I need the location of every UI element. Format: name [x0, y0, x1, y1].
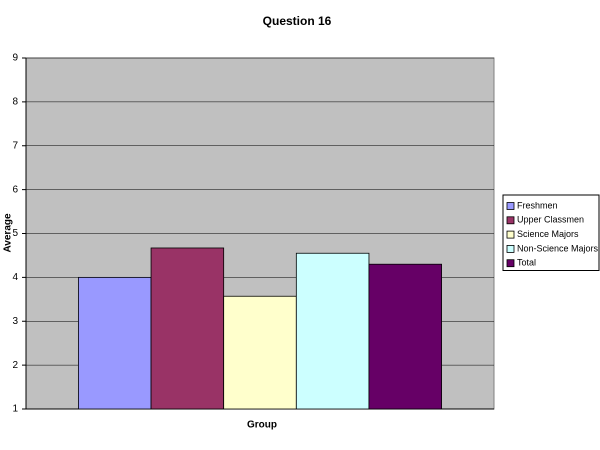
bar [150, 247, 225, 410]
y-tick-label: 6 [12, 184, 18, 195]
y-tick-label: 2 [12, 360, 18, 371]
legend-label: Total [517, 258, 536, 268]
bar [223, 295, 297, 410]
legend-label: Freshmen [517, 200, 558, 210]
legend-box [502, 194, 600, 271]
y-tick-label: 8 [12, 97, 18, 108]
legend-swatch [506, 230, 515, 239]
y-tick-label: 1 [12, 404, 18, 415]
legend-label: Non-Science Majors [517, 243, 599, 253]
y-tick-label: 3 [12, 316, 18, 327]
bar [368, 263, 442, 410]
y-tick-label: 4 [12, 272, 18, 283]
legend-swatch [506, 259, 515, 268]
chart-title: Question 16 [263, 14, 332, 28]
legend-swatch [506, 202, 515, 210]
bar [295, 252, 370, 410]
y-tick-label: 5 [12, 228, 18, 239]
legend-label: Upper Classmen [517, 215, 584, 225]
bar [78, 276, 152, 410]
legend-label: Science Majors [517, 229, 579, 239]
legend-swatch [506, 244, 515, 253]
x-axis-label: Group [247, 420, 277, 431]
y-tick-label: 9 [12, 53, 18, 64]
y-tick-label: 7 [12, 140, 18, 151]
y-axis-label: Average [3, 213, 14, 253]
legend-swatch [506, 216, 515, 225]
